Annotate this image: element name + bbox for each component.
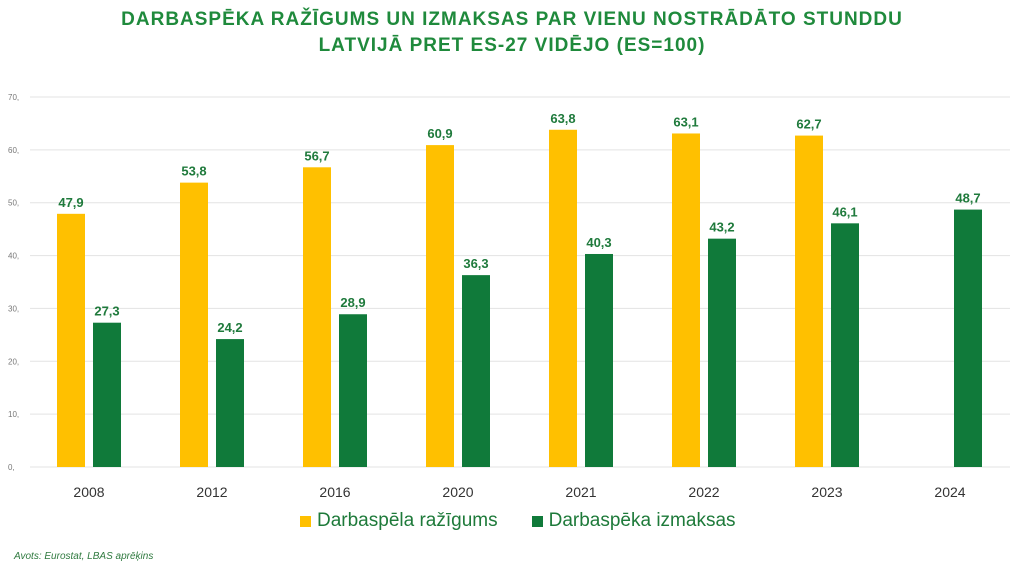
data-label: 56,7 — [304, 148, 329, 163]
y-tick-label: 20, — [8, 357, 19, 366]
data-label: 62,7 — [796, 117, 821, 132]
x-tick-label: 2016 — [319, 484, 350, 500]
legend-label: Darbaspēka izmaksas — [548, 510, 736, 531]
legend-label: Darbaspēla ražīgums — [317, 510, 498, 531]
bar-productivity-2023 — [795, 135, 823, 468]
bar-productivity-2008 — [57, 213, 85, 467]
bar-costs-2012 — [216, 339, 244, 467]
x-tick-label: 2008 — [73, 484, 104, 500]
y-tick-label: 50, — [8, 199, 19, 208]
data-label: 24,2 — [217, 320, 242, 335]
data-label: 27,3 — [94, 304, 119, 319]
x-tick-label: 2021 — [565, 484, 596, 500]
bar-costs-2024 — [954, 209, 982, 468]
data-label: 63,8 — [550, 111, 575, 126]
bar-costs-2020 — [462, 275, 490, 467]
bar-productivity-2012 — [180, 182, 208, 467]
bar-productivity-2020 — [426, 145, 454, 467]
x-tick-label: 2024 — [934, 484, 965, 500]
bar-costs-2021 — [585, 253, 613, 467]
data-label: 46,1 — [832, 204, 857, 219]
x-tick-label: 2022 — [688, 484, 719, 500]
legend-swatch — [300, 515, 311, 527]
legend-item-costs: Darbaspēka izmaksas — [531, 510, 736, 532]
chart-title-line-1: DARBASPĒKA RAŽĪGUMS UN IZMAKSAS PAR VIEN… — [121, 9, 903, 30]
y-tick-label: 60, — [8, 146, 19, 155]
data-label: 63,1 — [673, 114, 698, 129]
bar-costs-2023 — [831, 223, 859, 467]
bar-costs-2008 — [93, 322, 121, 467]
data-label: 53,8 — [181, 164, 206, 179]
x-tick-label: 2023 — [811, 484, 842, 500]
source-note: Avots: Eurostat, LBAS aprēķins — [14, 551, 154, 562]
data-label: 47,9 — [58, 195, 83, 210]
data-label: 28,9 — [340, 295, 365, 310]
data-label: 40,3 — [586, 235, 611, 250]
legend: Darbaspēla ražīgums Darbaspēka izmaksas — [300, 510, 736, 532]
bar-productivity-2016 — [303, 167, 331, 468]
data-label: 43,2 — [709, 220, 734, 235]
legend-swatch — [531, 515, 543, 527]
data-label: 48,7 — [955, 191, 980, 206]
bar-costs-2016 — [339, 314, 367, 467]
y-tick-label: 0, — [8, 463, 15, 472]
y-tick-label: 70, — [8, 93, 19, 102]
y-tick-label: 10, — [8, 410, 19, 419]
data-label: 36,3 — [463, 256, 488, 271]
x-tick-label: 2020 — [442, 484, 473, 500]
chart-title-line-2: LATVIJĀ PRET ES-27 VIDĒJO (ES=100) — [318, 35, 706, 56]
bar-productivity-2021 — [549, 129, 577, 467]
bar-productivity-2022 — [672, 133, 700, 467]
y-tick-label: 30, — [8, 304, 19, 313]
x-tick-label: 2012 — [196, 484, 227, 500]
y-tick-label: 40, — [8, 252, 19, 261]
bar-costs-2022 — [708, 238, 736, 467]
data-label: 60,9 — [427, 126, 452, 141]
legend-item-productivity: Darbaspēla ražīgums — [300, 510, 498, 532]
